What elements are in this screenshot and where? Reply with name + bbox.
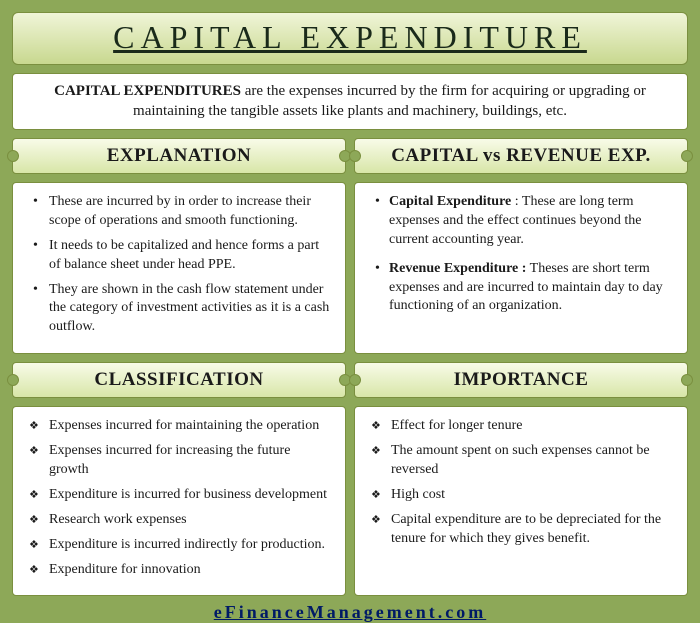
list-item: It needs to be capitalized and hence for… xyxy=(37,237,331,275)
box-classification: Expenses incurred for maintaining the op… xyxy=(12,406,346,596)
box-explanation: These are incurred by in order to increa… xyxy=(12,182,346,354)
heading-compare: CAPITAL vs REVENUE EXP. xyxy=(354,138,688,174)
footer-link[interactable]: eFinanceManagement.com xyxy=(12,602,688,623)
list-item: These are incurred by in order to increa… xyxy=(37,193,331,231)
title-banner: CAPITAL EXPENDITURE xyxy=(12,12,688,65)
compare-item: Capital Expenditure : These are long ter… xyxy=(379,193,673,250)
intro-lead: CAPITAL EXPENDITURES xyxy=(54,83,241,99)
compare-term: Capital Expenditure xyxy=(389,194,511,209)
compare-item: Revenue Expenditure : Theses are short t… xyxy=(379,260,673,317)
sections-grid: EXPLANATION CAPITAL vs REVENUE EXP. Thes… xyxy=(12,138,688,596)
list-explanation: These are incurred by in order to increa… xyxy=(37,193,331,337)
list-item: Expenses incurred for maintaining the op… xyxy=(37,417,331,436)
compare-term: Revenue Expenditure : xyxy=(389,261,526,276)
list-item: Effect for longer tenure xyxy=(379,417,673,436)
box-compare: Capital Expenditure : These are long ter… xyxy=(354,182,688,354)
list-item: Capital expenditure are to be depreciate… xyxy=(379,511,673,549)
list-item: Research work expenses xyxy=(37,511,331,530)
intro-box: CAPITAL EXPENDITURES are the expenses in… xyxy=(12,73,688,130)
list-item: They are shown in the cash flow statemen… xyxy=(37,281,331,338)
heading-importance: IMPORTANCE xyxy=(354,362,688,398)
page-title: CAPITAL EXPENDITURE xyxy=(13,19,687,56)
list-item: Expenditure is incurred for business dev… xyxy=(37,486,331,505)
box-importance: Effect for longer tenure The amount spent… xyxy=(354,406,688,596)
heading-explanation: EXPLANATION xyxy=(12,138,346,174)
list-classification: Expenses incurred for maintaining the op… xyxy=(37,417,331,579)
heading-classification: CLASSIFICATION xyxy=(12,362,346,398)
list-item: High cost xyxy=(379,486,673,505)
list-item: The amount spent on such expenses cannot… xyxy=(379,442,673,480)
list-item: Expenditure for innovation xyxy=(37,561,331,580)
list-item: Expenditure is incurred indirectly for p… xyxy=(37,536,331,555)
list-item: Expenses incurred for increasing the fut… xyxy=(37,442,331,480)
list-importance: Effect for longer tenure The amount spent… xyxy=(379,417,673,548)
